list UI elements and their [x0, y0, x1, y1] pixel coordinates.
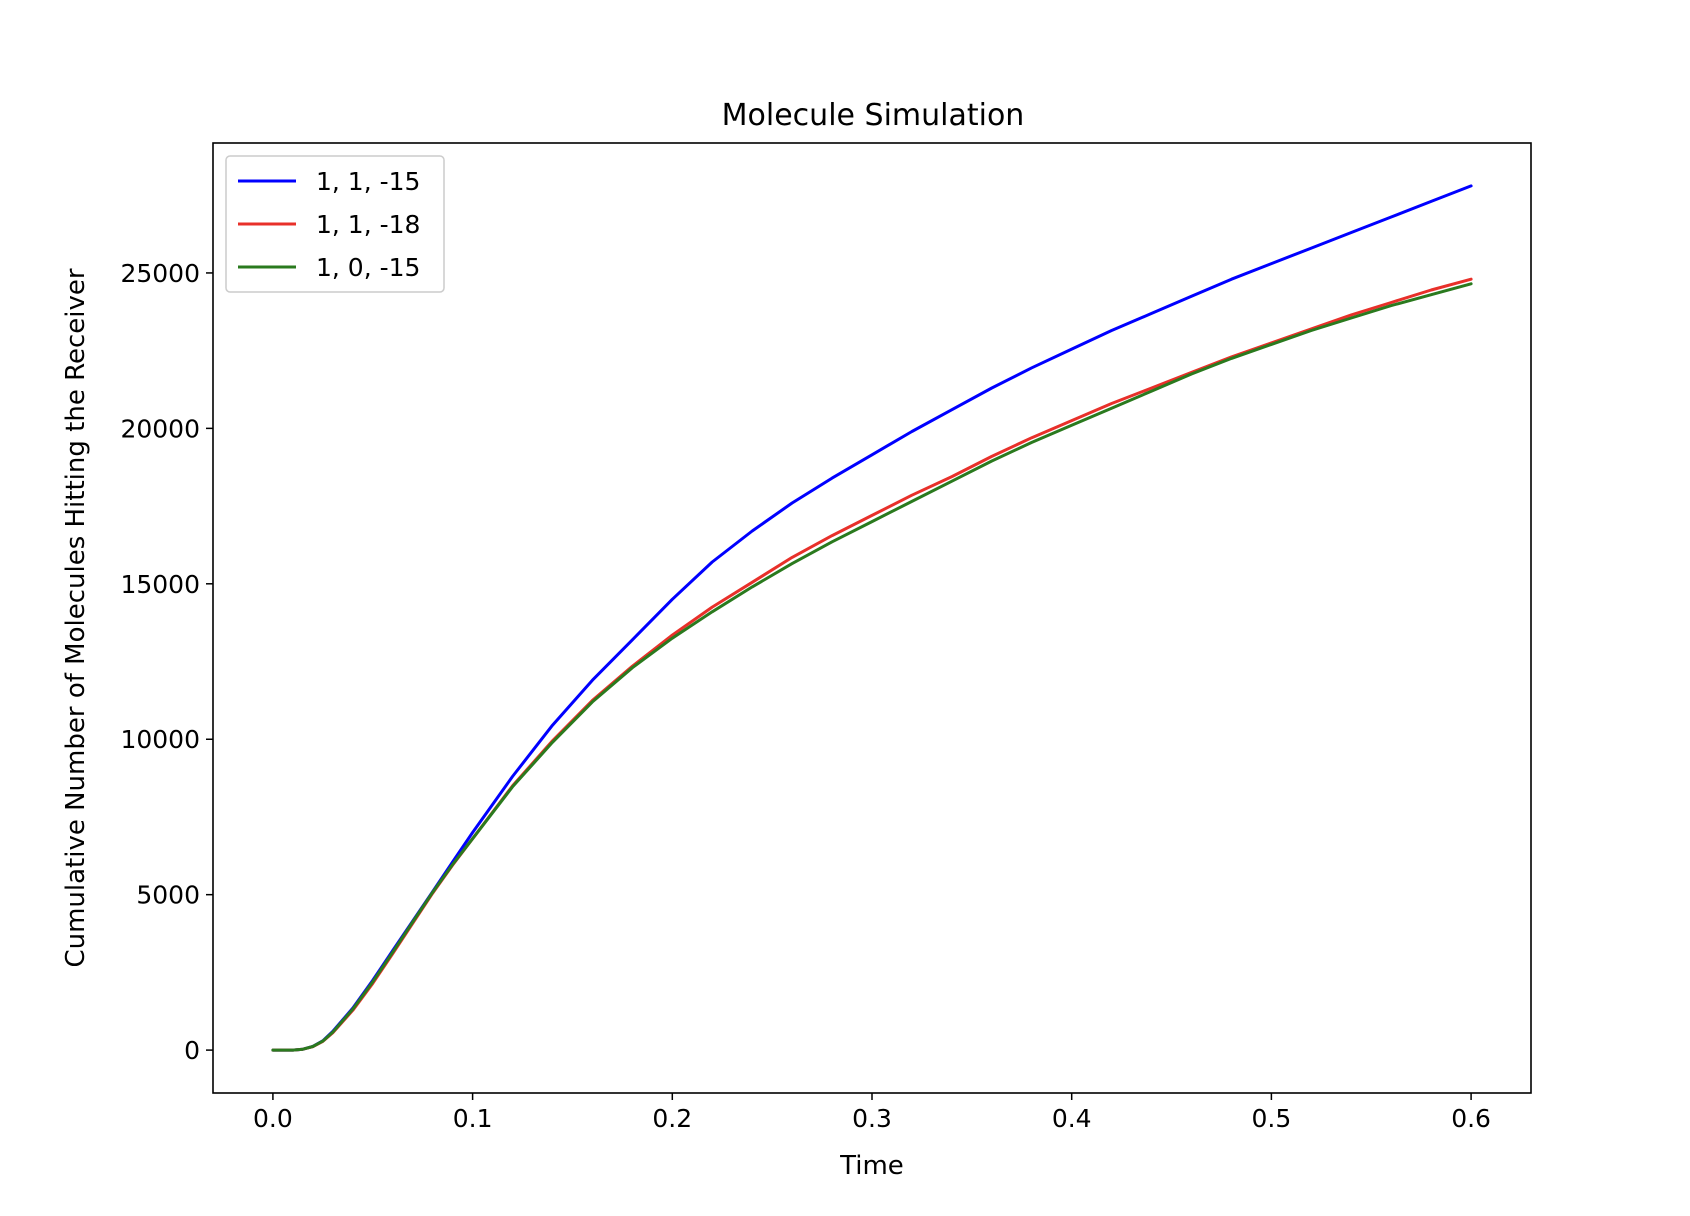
y-tick-label: 10000 — [120, 725, 200, 754]
legend-label-1: 1, 1, -15 — [316, 167, 420, 196]
legend-box — [225, 155, 445, 293]
series-line-3 — [271, 282, 1473, 1052]
y-axis-ticks: 0 5000 10000 15000 20000 25000 — [120, 259, 213, 1065]
legend-label-3: 1, 0, -15 — [316, 253, 420, 282]
x-tick-label: 0.5 — [1252, 1104, 1292, 1133]
y-tick-label: 5000 — [136, 881, 200, 910]
chart-title: Molecule Simulation — [722, 98, 1025, 133]
x-tick-label: 0.6 — [1451, 1104, 1491, 1133]
x-axis-label: Time — [839, 1151, 904, 1181]
y-tick-label: 20000 — [120, 414, 200, 443]
plot-lines — [271, 184, 1473, 1052]
y-axis-label: Cumulative Number of Molecules Hitting t… — [61, 268, 91, 967]
legend-label-2: 1, 1, -18 — [316, 210, 420, 239]
y-tick-label: 25000 — [120, 259, 200, 288]
y-tick-label: 15000 — [120, 570, 200, 599]
legend: 1, 1, -15 1, 1, -18 1, 0, -15 — [225, 155, 445, 293]
x-tick-label: 0.1 — [453, 1104, 493, 1133]
x-tick-label: 0.3 — [852, 1104, 892, 1133]
x-tick-label: 0.0 — [253, 1104, 293, 1133]
plot-frame — [212, 142, 1532, 1094]
x-tick-label: 0.2 — [652, 1104, 692, 1133]
x-tick-label: 0.4 — [1052, 1104, 1092, 1133]
x-axis-ticks: 0.0 0.1 0.2 0.3 0.4 0.5 0.6 — [253, 1093, 1491, 1133]
y-tick-label: 0 — [184, 1036, 200, 1065]
